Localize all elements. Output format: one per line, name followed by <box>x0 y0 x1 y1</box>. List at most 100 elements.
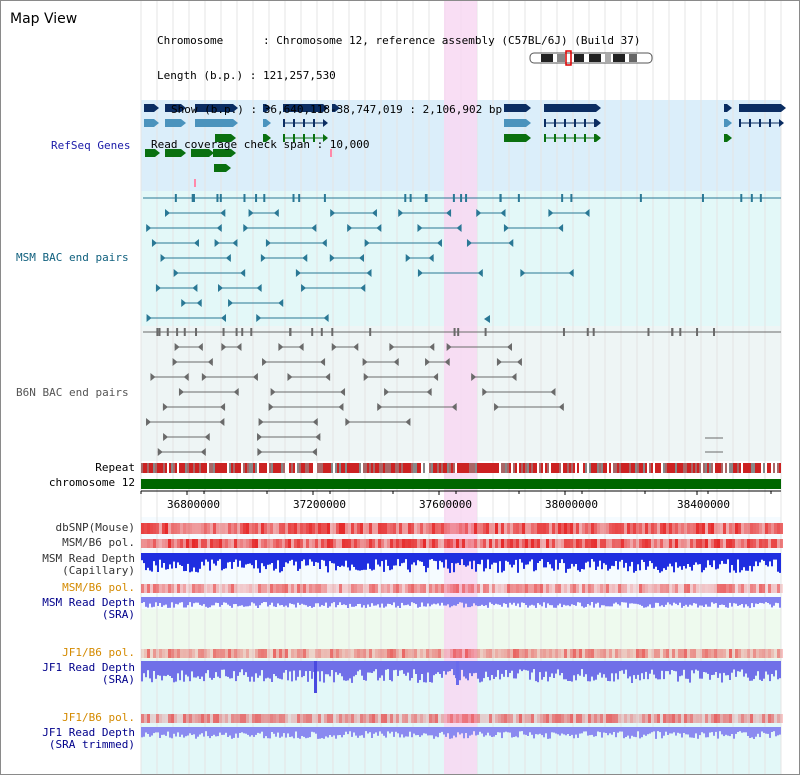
repeat-segment <box>409 463 411 473</box>
dbsnp-label[interactable]: dbSNP(Mouse) <box>55 521 135 534</box>
read-depth-bar <box>633 553 635 573</box>
msm-bac-pair-end <box>232 239 238 247</box>
read-depth-bar <box>175 597 177 604</box>
read-depth-bar <box>515 597 517 606</box>
read-depth-bar <box>549 553 551 565</box>
read-depth-bar <box>641 597 643 606</box>
polymorphism-cell <box>495 649 498 658</box>
read-depth-bar <box>419 553 421 562</box>
polymorphism-cell <box>504 539 507 548</box>
polymorphism-cell <box>516 584 519 593</box>
polymorphism-cell <box>216 714 219 723</box>
read-depth-bar <box>741 727 743 733</box>
polymorphism-cell <box>606 539 609 548</box>
polymorphism-cell <box>678 539 681 548</box>
jf1-read-depth-trimmed-label[interactable]: JF1 Read Depth (SRA trimmed) <box>42 727 135 751</box>
read-depth-bar <box>427 553 429 568</box>
polymorphism-cell <box>252 649 255 658</box>
jf1-b6-pol-label[interactable]: JF1/B6 pol. <box>62 646 135 659</box>
read-depth-bar <box>275 661 277 677</box>
msm-b6-pol-sra-label[interactable]: MSM/B6 pol. <box>62 581 135 594</box>
polymorphism-cell <box>759 539 762 548</box>
b6n-bac-pair-end <box>150 373 156 381</box>
read-depth-bar <box>681 553 683 570</box>
read-depth-bar <box>401 661 403 671</box>
repeat-segment <box>355 463 357 473</box>
read-depth-bar <box>663 727 665 736</box>
read-depth-bar <box>681 597 683 608</box>
polymorphism-cell <box>708 539 711 548</box>
read-depth-bar <box>561 553 563 560</box>
chromosome-label[interactable]: chromosome 12 <box>48 476 135 489</box>
axis-tick-label: 37600000 <box>419 498 472 511</box>
repeat-label[interactable]: Repeat <box>95 461 135 474</box>
polymorphism-cell <box>411 649 414 658</box>
msm-read-depth-capillary-label[interactable]: MSM Read Depth (Capillary) <box>42 553 135 577</box>
repeat-segment <box>273 463 275 473</box>
repeat-segment <box>577 463 579 473</box>
polymorphism-cell <box>285 584 288 593</box>
polymorphism-cell <box>675 539 678 548</box>
read-depth-bar <box>501 553 503 573</box>
polymorphism-cell <box>573 714 576 723</box>
read-depth-bar <box>705 553 707 568</box>
msm-b6-pol-label[interactable]: MSM/B6 pol. <box>62 536 135 549</box>
refseq-genes-label[interactable]: RefSeq Genes <box>51 139 131 152</box>
polymorphism-cell <box>267 539 270 548</box>
polymorphism-cell <box>567 584 570 593</box>
read-depth-bar <box>245 727 247 734</box>
read-depth-bar <box>389 597 391 604</box>
polymorphism-cell <box>504 649 507 658</box>
read-depth-bar <box>679 597 681 603</box>
read-depth-bar <box>493 727 495 737</box>
b6n-bac-pair-end <box>377 403 383 411</box>
polymorphism-cell <box>768 584 771 593</box>
read-depth-bar <box>483 553 485 572</box>
polymorphism-cell <box>399 714 402 723</box>
msm-bac-pair-end <box>359 254 365 262</box>
polymorphism-cell <box>690 649 693 658</box>
repeat-segment <box>501 463 503 473</box>
msm-bac-label[interactable]: MSM BAC end pairs <box>16 251 129 264</box>
read-depth-bar <box>179 553 181 565</box>
polymorphism-cell <box>756 584 759 593</box>
polymorphism-cell <box>450 539 453 548</box>
polymorphism-cell <box>696 714 699 723</box>
read-depth-bar <box>217 661 219 677</box>
gene-arrow <box>181 149 186 157</box>
read-depth-bar <box>217 597 219 603</box>
read-depth-bar <box>711 727 713 733</box>
read-depth-bar <box>179 597 181 603</box>
polymorphism-cell <box>666 523 669 534</box>
polymorphism-cell <box>342 714 345 723</box>
gene-exon <box>564 119 566 127</box>
read-depth-bar <box>223 553 225 569</box>
jf1-read-depth-sra-label[interactable]: JF1 Read Depth (SRA) <box>42 662 135 686</box>
read-depth-bar <box>721 553 723 561</box>
read-depth-bar <box>171 597 173 603</box>
gene-block <box>213 149 231 157</box>
read-depth-bar <box>221 553 223 571</box>
polymorphism-cell <box>603 539 606 548</box>
repeat-segment <box>703 463 705 473</box>
polymorphism-cell <box>309 649 312 658</box>
msm-read-depth-sra-label[interactable]: MSM Read Depth (SRA) <box>42 597 135 621</box>
read-depth-bar <box>705 661 707 673</box>
polymorphism-cell <box>726 649 729 658</box>
polymorphism-cell <box>717 649 720 658</box>
repeat-segment <box>235 463 237 473</box>
polymorphism-cell <box>387 539 390 548</box>
read-depth-bar <box>217 553 219 561</box>
read-depth-bar <box>423 597 425 607</box>
msm-bac-pair-end <box>155 284 161 292</box>
repeat-segment <box>387 463 389 473</box>
b6n-bac-label[interactable]: B6N BAC end pairs <box>16 386 129 399</box>
jf1-b6-pol-trim-label[interactable]: JF1/B6 pol. <box>62 711 135 724</box>
polymorphism-cell <box>774 649 777 658</box>
b6n-bac-pair-end <box>219 418 225 426</box>
repeat-segment <box>337 463 339 473</box>
msm-bac-pair-end <box>500 209 506 217</box>
read-depth-bar <box>391 553 393 570</box>
read-depth-bar <box>367 597 369 605</box>
